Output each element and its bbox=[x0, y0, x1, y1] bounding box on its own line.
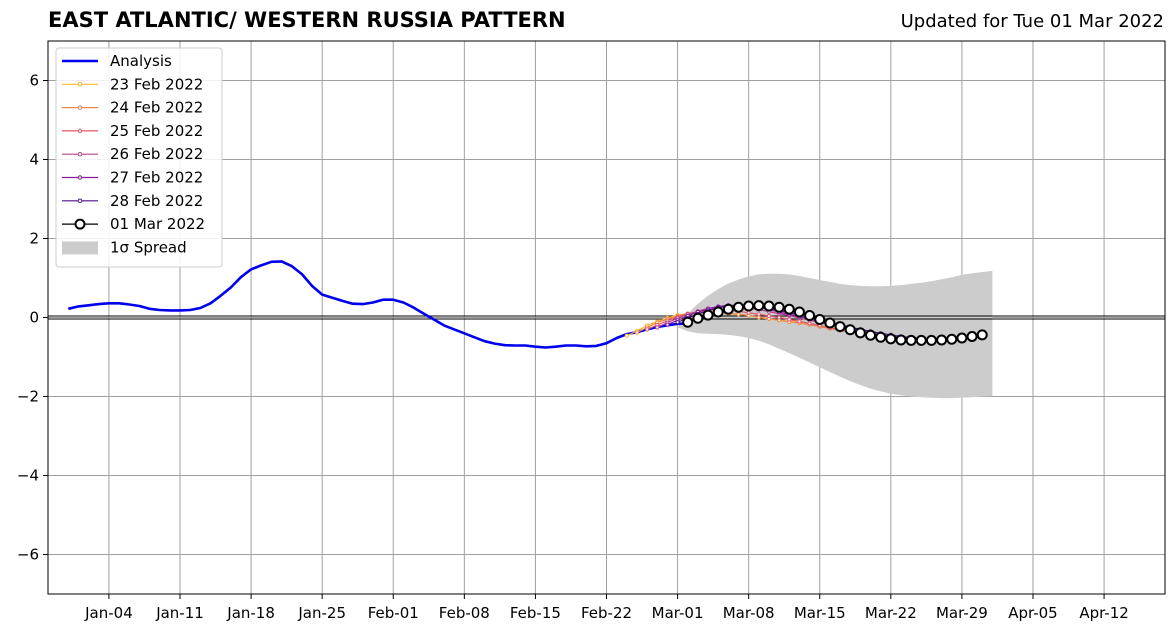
series-01-mar-2022-point bbox=[844, 324, 856, 336]
y-tick-label: 2 bbox=[29, 230, 39, 248]
series-01-mar-2022-point bbox=[743, 300, 755, 312]
series-01-mar-2022-point bbox=[915, 334, 927, 346]
series-01-mar-2022-point bbox=[976, 329, 988, 341]
legend-analysis-label: Analysis bbox=[110, 52, 172, 70]
legend-box bbox=[55, 47, 223, 268]
series-25-feb-2022-point bbox=[797, 319, 802, 324]
series-01-mar-2022-point bbox=[804, 310, 816, 322]
series-01-mar-2022-point bbox=[722, 303, 734, 315]
chart-updated-date: Updated for Tue 01 Mar 2022 bbox=[900, 11, 1164, 32]
series-01-mar-2022-point bbox=[895, 334, 907, 346]
legend-23-feb-2022-label: 23 Feb 2022 bbox=[110, 75, 203, 93]
series-01-mar-2022-point bbox=[793, 306, 805, 318]
x-tick-label: Jan-25 bbox=[297, 604, 346, 622]
legend-24-feb-2022-marker bbox=[77, 105, 83, 110]
series-25-feb-2022-point bbox=[746, 310, 751, 315]
series-01-mar-2022-point bbox=[946, 333, 958, 345]
legend-26-feb-2022-label: 26 Feb 2022 bbox=[110, 145, 203, 163]
series-01-mar-2022-point bbox=[865, 329, 877, 341]
legend-01-mar-2022-marker bbox=[74, 218, 86, 230]
series-25-feb-2022-point bbox=[645, 327, 650, 332]
x-tick-label: Mar-29 bbox=[936, 604, 988, 622]
legend-28-feb-2022-marker bbox=[77, 198, 83, 204]
x-tick-label: Apr-12 bbox=[1079, 604, 1129, 622]
x-tick-label: Mar-08 bbox=[723, 604, 775, 622]
series-01-mar-2022-point bbox=[854, 327, 866, 339]
series-01-mar-2022-point bbox=[814, 313, 826, 325]
x-tick-label: Feb-01 bbox=[368, 604, 419, 622]
series-01-mar-2022-point bbox=[682, 316, 694, 328]
series-01-mar-2022-point bbox=[824, 317, 836, 329]
spread-band bbox=[677, 270, 993, 399]
legend-26-feb-2022-marker bbox=[77, 151, 83, 157]
series-01-mar-2022-point bbox=[783, 303, 795, 315]
series-01-mar-2022-point bbox=[733, 301, 745, 313]
legend-28-feb-2022-label: 28 Feb 2022 bbox=[110, 192, 203, 210]
x-tick-label: Mar-22 bbox=[865, 604, 917, 622]
y-tick-label: −6 bbox=[17, 546, 39, 564]
legend-01-mar-2022-label: 01 Mar 2022 bbox=[110, 215, 205, 233]
x-tick-label: Mar-01 bbox=[652, 604, 704, 622]
series-25-feb-2022-point bbox=[777, 315, 782, 320]
series-01-mar-2022-point bbox=[763, 300, 775, 312]
series-analysis-line bbox=[68, 260, 688, 349]
x-tick-label: Mar-15 bbox=[794, 604, 846, 622]
grid-layer bbox=[48, 41, 1165, 594]
chart-title: EAST ATLANTIC/ WESTERN RUSSIA PATTERN bbox=[48, 8, 566, 32]
ticks-layer: Jan-04 Jan-11 Jan-18 Jan-25 Feb-01 Feb-08 Feb-… bbox=[17, 72, 1129, 623]
series-01-mar-2022-point bbox=[712, 306, 724, 318]
series-01-mar-2022-point bbox=[773, 301, 785, 313]
series-01-mar-2022-point bbox=[692, 312, 704, 324]
y-tick-label: −4 bbox=[17, 467, 39, 485]
series-27-feb-2022-point bbox=[665, 322, 670, 327]
series-01-mar-2022-point bbox=[905, 334, 917, 346]
series-24-feb-2022-point bbox=[634, 330, 640, 335]
x-tick-label: Feb-15 bbox=[510, 604, 561, 622]
x-tick-label: Apr-05 bbox=[1008, 604, 1058, 622]
legend-23-feb-2022-marker bbox=[77, 82, 83, 87]
series-layer bbox=[68, 260, 988, 349]
series-01-mar-2022-point bbox=[702, 309, 714, 321]
series-25-feb-2022-point bbox=[787, 317, 792, 322]
series-01-mar-2022-point bbox=[875, 331, 887, 343]
series-01-mar-2022-point bbox=[956, 332, 968, 344]
legend-1-spread-label: 1σ Spread bbox=[110, 238, 187, 256]
y-tick-label: 6 bbox=[29, 72, 39, 90]
legend-24-feb-2022-label: 24 Feb 2022 bbox=[110, 99, 203, 117]
series-01-mar-2022-point bbox=[753, 300, 765, 312]
zero-line-layer bbox=[48, 315, 1165, 320]
x-tick-label: Jan-04 bbox=[84, 604, 133, 622]
series-25-feb-2022-point bbox=[756, 312, 761, 317]
legend-27-feb-2022-label: 27 Feb 2022 bbox=[110, 169, 203, 187]
series-01-mar-2022-point bbox=[966, 330, 978, 342]
series-28-feb-2022-point bbox=[675, 320, 680, 325]
legend: Analysis 23 Feb 2022 24 Feb 2022 25 Feb 202… bbox=[55, 47, 223, 268]
series-01-mar-2022-point bbox=[834, 321, 846, 333]
spread-layer bbox=[677, 270, 993, 399]
series-01-mar-2022-point bbox=[925, 334, 937, 346]
legend-27-feb-2022-marker bbox=[77, 175, 83, 180]
y-tick-label: −2 bbox=[17, 388, 39, 406]
x-tick-label: Jan-11 bbox=[155, 604, 204, 622]
y-tick-label: 0 bbox=[29, 309, 39, 327]
series-23-feb-2022-point bbox=[624, 333, 629, 338]
x-tick-label: Jan-18 bbox=[226, 604, 275, 622]
legend-25-feb-2022-marker bbox=[77, 128, 83, 134]
series-01-mar-2022-point bbox=[885, 333, 897, 345]
legend-25-feb-2022-label: 25 Feb 2022 bbox=[110, 122, 203, 140]
series-26-feb-2022-point bbox=[655, 325, 660, 330]
y-tick-label: 4 bbox=[29, 151, 39, 169]
legend-1-spread-swatch bbox=[62, 241, 98, 255]
x-tick-label: Feb-22 bbox=[581, 604, 632, 622]
series-25-feb-2022-point bbox=[766, 313, 772, 319]
series-01-mar-2022-point bbox=[936, 334, 948, 346]
x-tick-label: Feb-08 bbox=[439, 604, 490, 622]
